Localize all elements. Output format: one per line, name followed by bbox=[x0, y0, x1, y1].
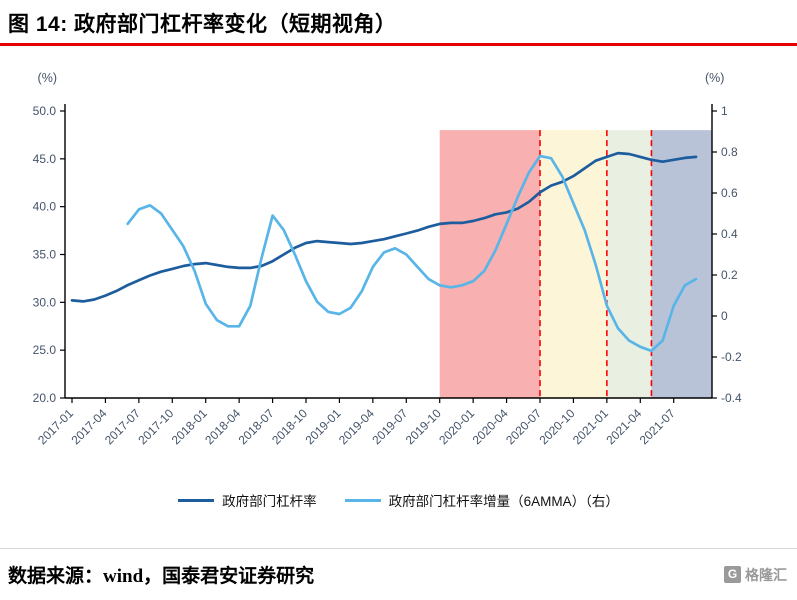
left-tick-label: 35.0 bbox=[33, 248, 57, 262]
x-tick-label: 2020-01 bbox=[436, 406, 477, 447]
series-line bbox=[70, 151, 698, 303]
x-tick-label: 2021-07 bbox=[637, 406, 678, 447]
x-tick-label: 2017-04 bbox=[69, 406, 110, 447]
x-tick-label: 2017-07 bbox=[102, 406, 143, 447]
x-tick-label: 2018-10 bbox=[269, 406, 310, 447]
phase-region bbox=[651, 130, 712, 398]
gelonghui-logo-text: 格隆汇 bbox=[745, 566, 787, 583]
figure-title-bar: 图 14: 政府部门杠杆率变化（短期视角） bbox=[0, 0, 797, 46]
legend-item-leverage-increment: 政府部门杠杆率增量（6AMMA）（右） bbox=[344, 490, 619, 510]
legend-label-leverage-increment: 政府部门杠杆率增量（6AMMA）（右） bbox=[388, 494, 619, 509]
figure-title: 图 14: 政府部门杠杆率变化（短期视角） bbox=[8, 13, 397, 36]
x-tick-label: 2019-04 bbox=[336, 406, 377, 447]
right-tick-label: 0.8 bbox=[721, 145, 738, 159]
x-tick-label: 2021-04 bbox=[603, 406, 644, 447]
right-tick-label: 0.6 bbox=[721, 186, 738, 200]
phase-region bbox=[439, 130, 540, 398]
right-tick-label: 1 bbox=[721, 104, 728, 118]
x-tick-label: 2017-10 bbox=[135, 406, 176, 447]
right-axis-unit-label: (%) bbox=[705, 71, 724, 85]
legend-swatch-dark-blue bbox=[178, 498, 215, 502]
phase-region bbox=[606, 130, 652, 398]
x-tick-label: 2019-10 bbox=[403, 406, 444, 447]
left-tick-label: 50.0 bbox=[33, 104, 57, 118]
left-tick-label: 45.0 bbox=[33, 152, 57, 166]
chart-area: 50.0 45.0 40.0 35.0 30.0 25.0 20.0 1 0.8 0.6 0.4 0.… bbox=[0, 56, 797, 510]
footer-divider bbox=[0, 548, 797, 549]
gelonghui-logo-icon: G bbox=[724, 566, 741, 583]
left-tick-label: 20.0 bbox=[33, 391, 57, 405]
right-tick-label: 0.2 bbox=[721, 268, 738, 282]
x-tick-label: 2018-07 bbox=[236, 406, 277, 447]
right-tick-label: -0.4 bbox=[721, 391, 742, 405]
legend-item-government-leverage: 政府部门杠杆率 bbox=[178, 490, 317, 510]
left-tick-label: 40.0 bbox=[33, 200, 57, 214]
x-tick-label: 2018-01 bbox=[169, 406, 210, 447]
left-axis-unit-label: (%) bbox=[38, 71, 57, 85]
right-tick-label: 0.4 bbox=[721, 227, 738, 241]
legend-label-government-leverage: 政府部门杠杆率 bbox=[222, 494, 317, 509]
x-tick-label: 2019-07 bbox=[369, 406, 410, 447]
left-tick-label: 30.0 bbox=[33, 295, 57, 309]
data-source-text: 数据来源：wind，国泰君安证券研究 bbox=[8, 566, 315, 587]
x-tick-label: 2020-07 bbox=[503, 406, 544, 447]
x-tick-label: 2021-01 bbox=[570, 406, 611, 447]
x-tick-label: 2017-01 bbox=[35, 406, 76, 447]
x-tick-label: 2018-04 bbox=[202, 406, 243, 447]
series-line bbox=[126, 154, 698, 353]
gelonghui-logo: G 格隆汇 bbox=[724, 565, 787, 585]
right-tick-label: -0.2 bbox=[721, 350, 742, 364]
x-tick-label: 2020-10 bbox=[537, 406, 578, 447]
x-tick-label: 2019-01 bbox=[303, 406, 344, 447]
legend-swatch-light-blue bbox=[344, 498, 381, 502]
footer: 数据来源：wind，国泰君安证券研究 G 格隆汇 bbox=[0, 549, 797, 588]
leverage-line-chart: 50.0 45.0 40.0 35.0 30.0 25.0 20.0 1 0.8 0.6 0.4 0.… bbox=[33, 71, 742, 447]
chart-legend: 政府部门杠杆率 政府部门杠杆率增量（6AMMA）（右） bbox=[0, 490, 797, 510]
right-tick-label: 0 bbox=[721, 309, 728, 323]
left-tick-label: 25.0 bbox=[33, 343, 57, 357]
x-tick-label: 2020-04 bbox=[470, 406, 511, 447]
